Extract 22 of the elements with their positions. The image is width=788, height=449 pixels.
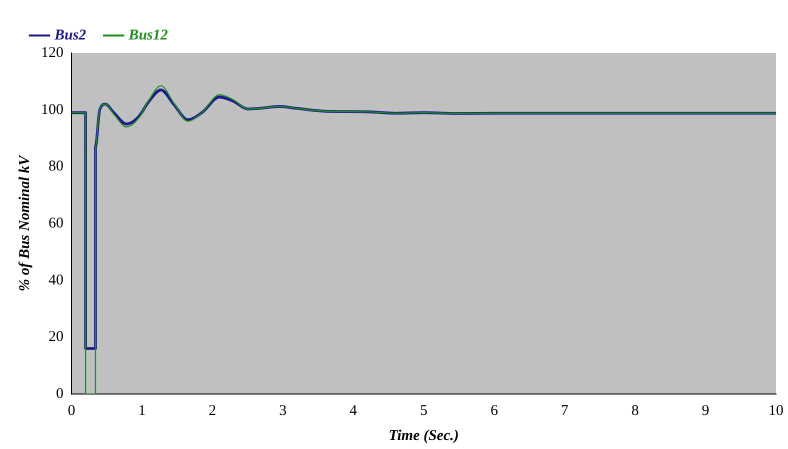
x-tick-label: 5 (420, 402, 428, 419)
x-tick-label: 9 (702, 402, 710, 419)
y-axis-title: % of Bus Nominal kV (16, 154, 33, 292)
x-tick-label: 8 (631, 402, 639, 419)
y-tick-label: 40 (48, 272, 64, 288)
x-tick-label: 4 (350, 402, 358, 419)
x-axis-title: Time (Sec.) (388, 428, 459, 444)
x-tick-label: 3 (279, 402, 287, 419)
x-tick-label: 6 (490, 402, 498, 419)
x-tick-label: 1 (138, 402, 146, 419)
y-tick-label: 120 (41, 44, 64, 61)
y-tick-label: 60 (48, 215, 64, 232)
x-tick-label: 2 (208, 402, 216, 419)
x-tick-label: 10 (768, 402, 784, 419)
x-tick-label: 0 (68, 402, 76, 419)
y-tick-label: 20 (48, 329, 64, 346)
legend-label: Bus2 (54, 27, 87, 44)
y-tick-label: 80 (48, 158, 64, 175)
legend-label: Bus12 (128, 27, 168, 44)
y-tick-label: 0 (56, 386, 64, 402)
x-tick-label: 7 (560, 402, 569, 419)
y-tick-label: 100 (41, 102, 64, 118)
